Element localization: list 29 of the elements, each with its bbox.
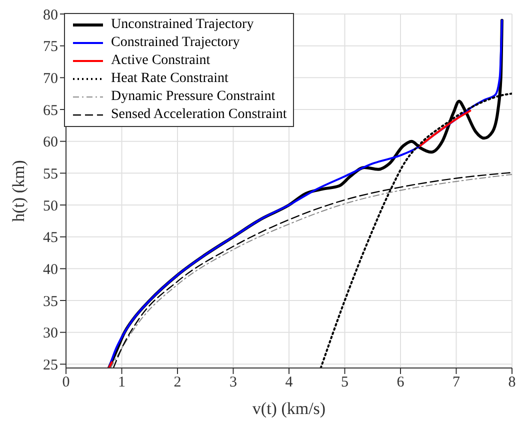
x-tick-label: 2 — [174, 374, 182, 391]
x-tick-label: 1 — [118, 374, 126, 391]
x-tick-label: 8 — [508, 374, 516, 391]
x-tick-label: 6 — [396, 374, 405, 391]
y-tick-label: 75 — [43, 39, 58, 56]
y-tick-label: 80 — [43, 7, 58, 24]
x-tick-label: 7 — [452, 374, 460, 391]
legend-label: Heat Rate Constraint — [111, 70, 228, 88]
y-tick-label: 40 — [43, 262, 58, 278]
y-tick-label: 35 — [43, 294, 58, 310]
y-tick-label: 50 — [43, 198, 58, 214]
x-tick-label: 4 — [285, 374, 294, 391]
legend-label: Active Constraint — [111, 52, 210, 70]
legend-label: Constrained Trajectory — [111, 34, 240, 52]
legend-label: Sensed Acceleration Constraint — [111, 106, 287, 124]
legend-label: Unconstrained Trajectory — [111, 16, 254, 34]
y-tick-label: 45 — [43, 230, 58, 246]
x-tick-label: 3 — [230, 374, 237, 391]
legend-label: Dynamic Pressure Constraint — [111, 88, 276, 106]
y-tick-label: 55 — [43, 166, 58, 182]
x-tick-label: 0 — [62, 374, 70, 391]
y-tick-label: 60 — [43, 134, 58, 151]
x-axis-title: v(t) (km/s) — [252, 399, 326, 418]
y-axis-title: h(t) (km) — [9, 160, 28, 222]
x-tick-label: 5 — [341, 374, 348, 391]
y-tick-label: 70 — [43, 70, 58, 87]
y-tick-label: 25 — [43, 358, 58, 374]
y-tick-label: 30 — [43, 326, 58, 342]
y-tick-label: 65 — [43, 102, 58, 119]
